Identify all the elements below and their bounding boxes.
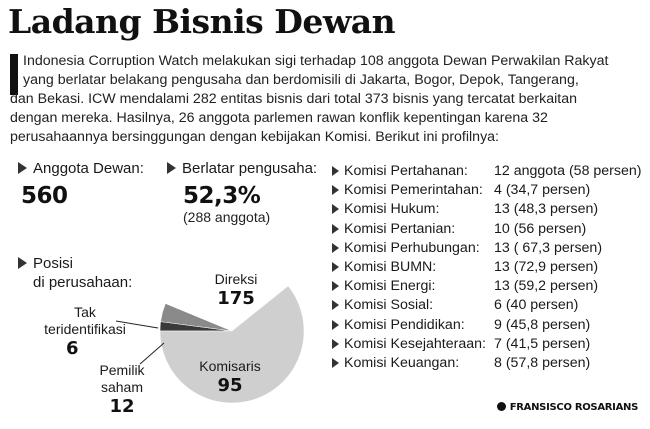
komisi-value: 10 (56 persen) bbox=[494, 220, 587, 237]
intro-line: perusahaannya bersinggungan dengan kebij… bbox=[10, 129, 499, 145]
komisi-value: 13 (48,3 persen) bbox=[494, 201, 599, 218]
triangle-bullet-icon bbox=[332, 281, 339, 292]
komisi-value: 6 (40 persen) bbox=[494, 297, 579, 314]
pemilik-name-1: Pemilik bbox=[99, 362, 145, 378]
direksi-name: Direksi bbox=[214, 271, 258, 287]
triangle-bullet-icon bbox=[332, 338, 339, 349]
komisi-name: Komisi Pertanian: bbox=[344, 220, 456, 237]
triangle-bullet-icon bbox=[18, 257, 27, 270]
komisi-row: Komisi Energi: 13 (59,2 persen) bbox=[332, 277, 642, 296]
komisi-row: Komisi Hukum: 13 (48,3 persen) bbox=[332, 200, 642, 219]
credit-text: FRANSISCO ROSARIANS bbox=[509, 402, 639, 413]
pengusaha-value: 52,3% bbox=[183, 183, 261, 209]
triangle-bullet-icon bbox=[332, 204, 339, 215]
triangle-bullet-icon bbox=[332, 319, 339, 330]
triangle-bullet-icon bbox=[18, 162, 27, 175]
pemilik-name-2: saham bbox=[100, 379, 144, 395]
intro-line: Indonesia Corruption Watch melakukan sig… bbox=[23, 53, 609, 69]
komisi-name: Komisi Energi: bbox=[344, 278, 436, 295]
pie-slice-direksi bbox=[159, 285, 305, 404]
komisi-name: Komisi Perhubungan: bbox=[344, 239, 480, 256]
page-title: Ladang Bisnis Dewan bbox=[8, 2, 396, 41]
direksi-value: 175 bbox=[217, 288, 255, 309]
komisi-name: Komisi Pendidikan: bbox=[344, 316, 465, 333]
intro-line: dengan mereka. Hasilnya, 26 anggota parl… bbox=[10, 110, 548, 126]
triangle-bullet-icon bbox=[332, 166, 339, 176]
komisaris-name: Komisaris bbox=[199, 358, 261, 374]
anggota-stat: Anggota Dewan: 560 bbox=[18, 160, 144, 209]
credit: FRANSISCO ROSARIANS bbox=[496, 402, 639, 413]
komisi-row: Komisi Kesejahteraan: 7 (41,5 persen) bbox=[332, 335, 642, 354]
pemilik-label: Pemilik saham 12 bbox=[91, 362, 153, 418]
komisi-value: 4 (34,7 persen) bbox=[494, 182, 591, 199]
komisi-name: Komisi BUMN: bbox=[344, 258, 437, 275]
pemilik-value: 12 bbox=[109, 396, 135, 417]
pengusaha-sub: (288 anggota) bbox=[183, 209, 271, 225]
intro-line: yang berlatar belakang pengusaha dan ber… bbox=[23, 72, 579, 88]
triangle-bullet-icon bbox=[332, 300, 339, 311]
posisi-label-line2: di perusahaan: bbox=[33, 274, 133, 291]
komisi-row: Komisi Pertahanan: 12 anggota (58 persen) bbox=[332, 162, 642, 181]
komisi-row: Komisi Pertanian: 10 (56 persen) bbox=[332, 220, 642, 239]
komisi-name: Komisi Pemerintahan: bbox=[344, 182, 483, 199]
pie-slice-komisaris bbox=[165, 258, 289, 332]
komisi-name: Komisi Pertahanan: bbox=[344, 163, 468, 179]
komisi-name: Komisi Hukum: bbox=[344, 201, 440, 218]
komisi-name: Komisi Keuangan: bbox=[344, 354, 460, 371]
pemilik-leader-line bbox=[139, 342, 165, 365]
komisi-value: 7 (41,5 persen) bbox=[494, 335, 591, 352]
komisi-row: Komisi BUMN: 13 (72,9 persen) bbox=[332, 258, 642, 277]
komisi-list: Komisi Pertahanan: 12 anggota (58 persen)… bbox=[332, 162, 642, 373]
triangle-bullet-icon bbox=[332, 223, 339, 234]
credit-dot-icon bbox=[496, 402, 506, 411]
komisi-row: Komisi Perhubungan: 13 ( 67,3 persen) bbox=[332, 239, 642, 258]
triangle-bullet-icon bbox=[332, 261, 339, 272]
tak-value: 6 bbox=[66, 338, 79, 359]
komisi-row: Komisi Pemerintahan: 4 (34,7 persen) bbox=[332, 181, 642, 200]
triangle-bullet-icon bbox=[167, 162, 176, 175]
anggota-label: Anggota Dewan: bbox=[33, 160, 144, 177]
komisi-name: Komisi Kesejahteraan: bbox=[344, 335, 486, 352]
tak-leader-line bbox=[115, 320, 159, 329]
komisi-value: 9 (45,8 persen) bbox=[494, 316, 591, 333]
komisi-row: Komisi Keuangan: 8 (57,8 persen) bbox=[332, 354, 642, 373]
komisi-value: 13 (59,2 persen) bbox=[494, 278, 599, 295]
posisi-label-line1: Posisi bbox=[33, 255, 74, 272]
komisi-value: 8 (57,8 persen) bbox=[494, 354, 591, 371]
triangle-bullet-icon bbox=[332, 242, 339, 253]
pengusaha-label: Berlatar pengusaha: bbox=[182, 160, 318, 177]
komisi-row: Komisi Pendidikan: 9 (45,8 persen) bbox=[332, 316, 642, 335]
komisi-value: 13 ( 67,3 persen) bbox=[494, 239, 603, 256]
komisaris-label: Komisaris 95 bbox=[191, 358, 269, 397]
triangle-bullet-icon bbox=[332, 185, 339, 196]
direksi-label: Direksi 175 bbox=[200, 271, 272, 310]
triangle-bullet-icon bbox=[332, 357, 339, 368]
posisi-heading: Posisi di perusahaan: bbox=[18, 254, 132, 292]
drop-cap-bar bbox=[10, 54, 18, 95]
komisi-name: Komisi Sosial: bbox=[344, 297, 434, 314]
pengusaha-stat: Berlatar pengusaha: 52,3% (288 anggota) bbox=[167, 160, 317, 225]
tak-name-1: Tak bbox=[74, 304, 96, 320]
intro-line: dan Bekasi. ICW mendalami 282 entitas bi… bbox=[10, 91, 578, 107]
komisi-row: Komisi Sosial: 6 (40 persen) bbox=[332, 296, 642, 315]
intro-paragraph: Indonesia Corruption Watch melakukan sig… bbox=[10, 52, 609, 147]
komisi-value: 13 (72,9 persen) bbox=[494, 258, 599, 275]
tak-name-2: teridentifikasi bbox=[44, 321, 126, 337]
komisaris-value: 95 bbox=[217, 375, 243, 396]
tak-label: Tak teridentifikasi 6 bbox=[36, 304, 134, 360]
anggota-value: 560 bbox=[21, 183, 68, 209]
komisi-value: 12 anggota (58 persen) bbox=[494, 163, 642, 179]
